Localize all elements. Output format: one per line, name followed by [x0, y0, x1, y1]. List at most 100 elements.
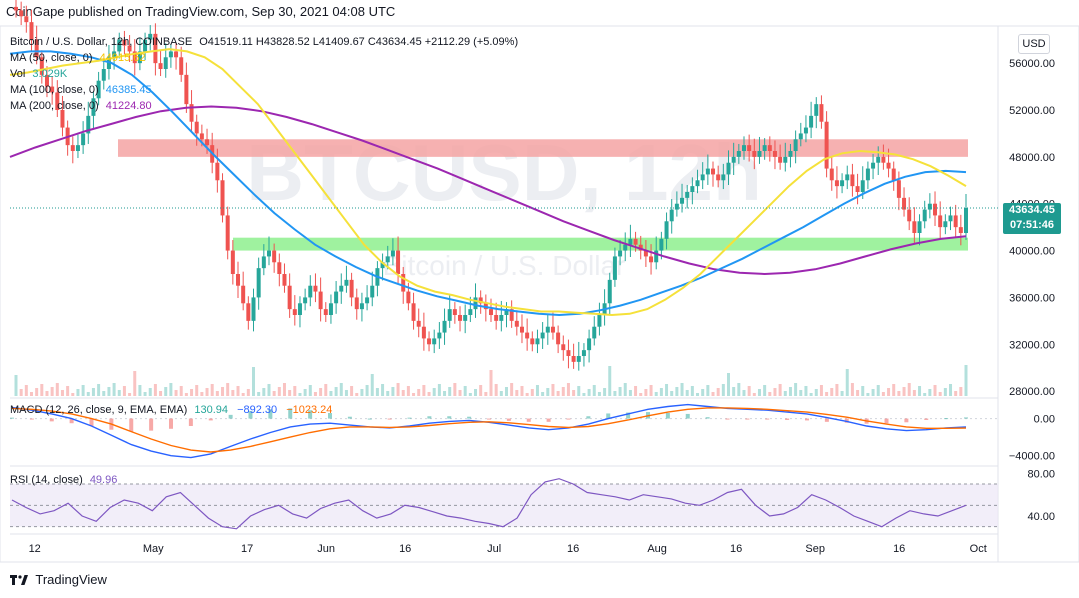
macd-hist-bar	[665, 413, 670, 419]
macd-hist-bar	[626, 412, 631, 419]
candle-body	[504, 309, 509, 315]
legend-rsi-label: RSI (14, close)	[10, 474, 83, 486]
candle-body	[29, 22, 34, 40]
candle-body	[633, 238, 638, 245]
macd-hist-bar	[69, 418, 74, 424]
candle-body	[442, 320, 447, 333]
volume-bar	[928, 389, 932, 396]
volume-bar	[406, 386, 410, 396]
volume-bar	[112, 383, 116, 396]
candle-body	[261, 256, 266, 269]
legend-ma50: MA (50, close, 0) 44915.62	[10, 50, 152, 66]
candle-body	[132, 51, 137, 64]
volume-bar	[938, 392, 942, 396]
volume-bar	[933, 385, 937, 396]
volume-bar	[153, 384, 157, 396]
volume-bar	[298, 393, 302, 396]
volume-bar	[830, 388, 834, 396]
price-axis-label: 52000.00	[1009, 105, 1055, 117]
volume-bar	[422, 385, 426, 396]
macd-hist-bar	[129, 418, 134, 432]
volume-bar	[174, 390, 178, 396]
candle-body	[933, 203, 938, 216]
candle-body	[576, 356, 581, 362]
volume-bar	[148, 388, 152, 396]
volume-bar	[897, 391, 901, 396]
candle-body	[220, 180, 225, 216]
volume-bar	[195, 385, 199, 396]
volume-bar	[892, 384, 896, 396]
candle-body	[690, 186, 695, 192]
macd-hist-bar	[745, 418, 750, 420]
candle-body	[323, 309, 328, 315]
volume-bar	[55, 383, 59, 396]
volume-bar	[696, 393, 700, 396]
volume-bar	[556, 391, 560, 396]
macd-hist-bar	[526, 418, 531, 422]
candle-body	[871, 162, 876, 169]
volume-bar	[959, 387, 963, 396]
volume-bar	[783, 391, 787, 396]
legend-ma50-label: MA (50, close, 0)	[10, 52, 93, 64]
volume-bar	[76, 389, 80, 396]
volume-bar	[964, 365, 968, 396]
legend-symbol-name: Bitcoin / U.S. Dollar, 12h, COINBASE	[10, 36, 193, 48]
volume-bars	[14, 365, 968, 396]
volume-bar	[794, 383, 798, 396]
candle-body	[525, 332, 530, 339]
volume-bar	[143, 392, 147, 396]
candle-body	[396, 250, 401, 274]
bar-countdown: 07:51:46	[1009, 219, 1055, 231]
legend-ma200-value: 41224.80	[105, 100, 152, 112]
candle-body	[716, 174, 721, 181]
volume-bar	[396, 383, 400, 396]
macd-hist-bar	[188, 418, 193, 426]
candle-body	[499, 315, 504, 321]
time-axis-label: May	[143, 543, 164, 555]
candle-body	[277, 262, 282, 274]
legend-ma100: MA (100, close, 0) 46385.45	[10, 82, 158, 98]
time-axis-label: Sep	[805, 543, 825, 555]
volume-bar	[840, 391, 844, 396]
candle-body	[478, 297, 483, 304]
price-axis-label: 28000.00	[1009, 386, 1055, 398]
currency-button[interactable]: USD	[1018, 34, 1050, 54]
candle-body	[840, 180, 845, 187]
macd-hist-bar	[208, 418, 213, 421]
candle-body	[117, 39, 122, 52]
candle-body	[359, 303, 364, 310]
footer-brand[interactable]: TradingView	[10, 572, 107, 587]
volume-bar	[29, 392, 33, 396]
volume-bar	[50, 387, 54, 396]
time-axis-label: Jul	[487, 543, 501, 555]
volume-bar	[623, 383, 627, 396]
candle-body	[912, 221, 917, 233]
candle-body	[14, 6, 18, 11]
candle-body	[964, 208, 968, 233]
candle-body	[736, 151, 741, 157]
volume-bar	[510, 383, 514, 396]
candle-body	[922, 209, 927, 222]
candle-body	[437, 332, 442, 339]
volume-bar	[489, 370, 493, 396]
macd-hist-bar	[685, 413, 690, 419]
volume-bar	[757, 389, 761, 396]
volume-bar	[706, 385, 710, 396]
macd-hist-bar	[427, 416, 432, 419]
macd-hist-bar	[10, 417, 14, 419]
legend-macd-line: −892.30	[237, 404, 278, 416]
candle-body	[411, 303, 416, 321]
volume-bar	[613, 391, 617, 396]
candle-body	[767, 145, 772, 151]
candle-body	[266, 250, 271, 257]
candle-body	[958, 227, 963, 233]
price-axis-label: 48000.00	[1009, 152, 1055, 164]
volume-bar	[628, 390, 632, 396]
macd-hist-bar	[328, 413, 332, 419]
candle-body	[75, 145, 80, 151]
candle-body	[91, 98, 96, 116]
candle-body	[390, 250, 395, 257]
legend-ma200-label: MA (200, close, 0)	[10, 100, 99, 112]
time-axis-label: 12	[29, 543, 41, 555]
